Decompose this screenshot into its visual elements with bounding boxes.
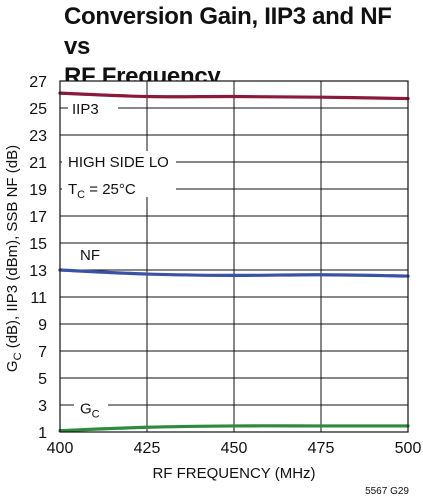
x-tick-labels: 400 425 450 475 500 [47,440,422,457]
x-tick-label: 500 [395,440,422,457]
y-axis-label-g: G [4,360,21,372]
chart-title: Conversion Gain, IIP3 and NF vs RF Frequ… [64,2,414,92]
nf-label: NF [80,247,100,264]
series-line-gc [58,424,410,433]
condition-label-bg [62,151,176,197]
y-tick-label: 1 [38,425,47,442]
x-tick-label: 400 [47,440,74,457]
y-tick-label: 7 [38,344,47,361]
y-tick-label: 25 [29,101,47,118]
series-layer [58,91,410,433]
chart-title-line1: Conversion Gain, IIP3 and NF vs [64,3,392,60]
y-tick-label: 15 [29,236,47,253]
y-axis-label-sub: C [12,352,24,360]
gc-label-sub: C [92,408,100,420]
y-tick-label: 23 [29,128,47,145]
y-tick-label: 3 [38,398,47,415]
y-tick-label: 19 [29,182,47,199]
series-line-iip3 [58,91,410,101]
nf-label-bg [74,245,104,266]
y-tick-label: 21 [29,155,47,172]
condition-label-line1: HIGH SIDE LO [68,154,169,171]
y-axis-label-rest: (dB), IIP3 (dBm), SSB NF (dB) [4,145,21,353]
y-axis-label: GC (dB), IIP3 (dBm), SSB NF (dB) [4,145,24,372]
y-tick-label: 17 [29,209,47,226]
gc-label-bg [74,398,108,421]
iip3-label: IIP3 [72,101,99,118]
gc-label: GC [80,400,100,420]
x-tick-label: 450 [221,440,248,457]
series-line-nf [58,268,410,278]
y-tick-label: 9 [38,317,47,334]
condition-t-sub: C [77,189,85,201]
x-tick-label: 425 [134,440,161,457]
x-tick-label: 475 [308,440,335,457]
plot-frame [59,80,409,433]
annotations: IIP3 HIGH SIDE LO TC = 25°C NF GC [62,99,176,421]
figure-id: 5567 G29 [365,486,409,497]
iip3-label-bg [68,99,118,119]
y-tick-label: 27 [29,74,47,91]
condition-t: T [68,181,77,198]
y-tick-label: 5 [38,371,47,388]
condition-rest: = 25°C [85,181,136,198]
y-tick-label: 11 [30,290,47,307]
y-tick-label: 13 [29,263,47,280]
x-axis-label: RF FREQUENCY (MHz) [152,465,315,482]
condition-label-line2: TC = 25°C [68,181,136,201]
gc-label-main: G [80,400,92,417]
